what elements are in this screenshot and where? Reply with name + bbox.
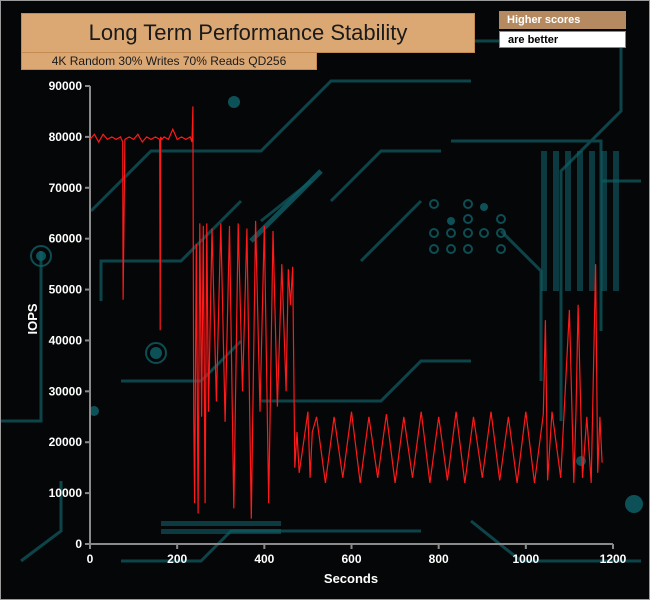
y-tick-label: 60000 bbox=[49, 232, 83, 246]
chart-title: Long Term Performance Stability bbox=[21, 13, 475, 53]
series-line-iops bbox=[89, 106, 603, 519]
x-tick-label: 0 bbox=[87, 552, 94, 566]
x-tick-label: 600 bbox=[341, 552, 361, 566]
y-tick-label: 30000 bbox=[49, 384, 83, 398]
y-tick-label: 20000 bbox=[49, 435, 83, 449]
are-better-badge: are better bbox=[499, 31, 626, 48]
y-tick-label: 10000 bbox=[49, 486, 83, 500]
higher-scores-badge: Higher scores bbox=[499, 11, 626, 29]
y-tick-label: 80000 bbox=[49, 130, 83, 144]
y-axis-label: IOPS bbox=[25, 303, 40, 334]
x-tick-label: 200 bbox=[167, 552, 187, 566]
x-tick-label: 1000 bbox=[512, 552, 539, 566]
chart-subtitle: 4K Random 30% Writes 70% Reads QD256 bbox=[21, 52, 317, 70]
x-axis-label: Seconds bbox=[324, 571, 378, 586]
y-tick-label: 70000 bbox=[49, 181, 83, 195]
x-tick-label: 400 bbox=[254, 552, 274, 566]
y-tick-label: 50000 bbox=[49, 283, 83, 297]
y-tick-label: 40000 bbox=[49, 333, 83, 347]
y-tick-label: 0 bbox=[75, 537, 82, 551]
y-tick-label: 90000 bbox=[49, 79, 83, 93]
y-axis-ticks: 0 10000 20000 30000 40000 50000 60000 70000 8000… bbox=[49, 79, 90, 551]
x-tick-label: 800 bbox=[429, 552, 449, 566]
x-axis-ticks: 0 200 400 600 800 1000 1200 bbox=[87, 544, 627, 566]
x-tick-label: 1200 bbox=[600, 552, 627, 566]
